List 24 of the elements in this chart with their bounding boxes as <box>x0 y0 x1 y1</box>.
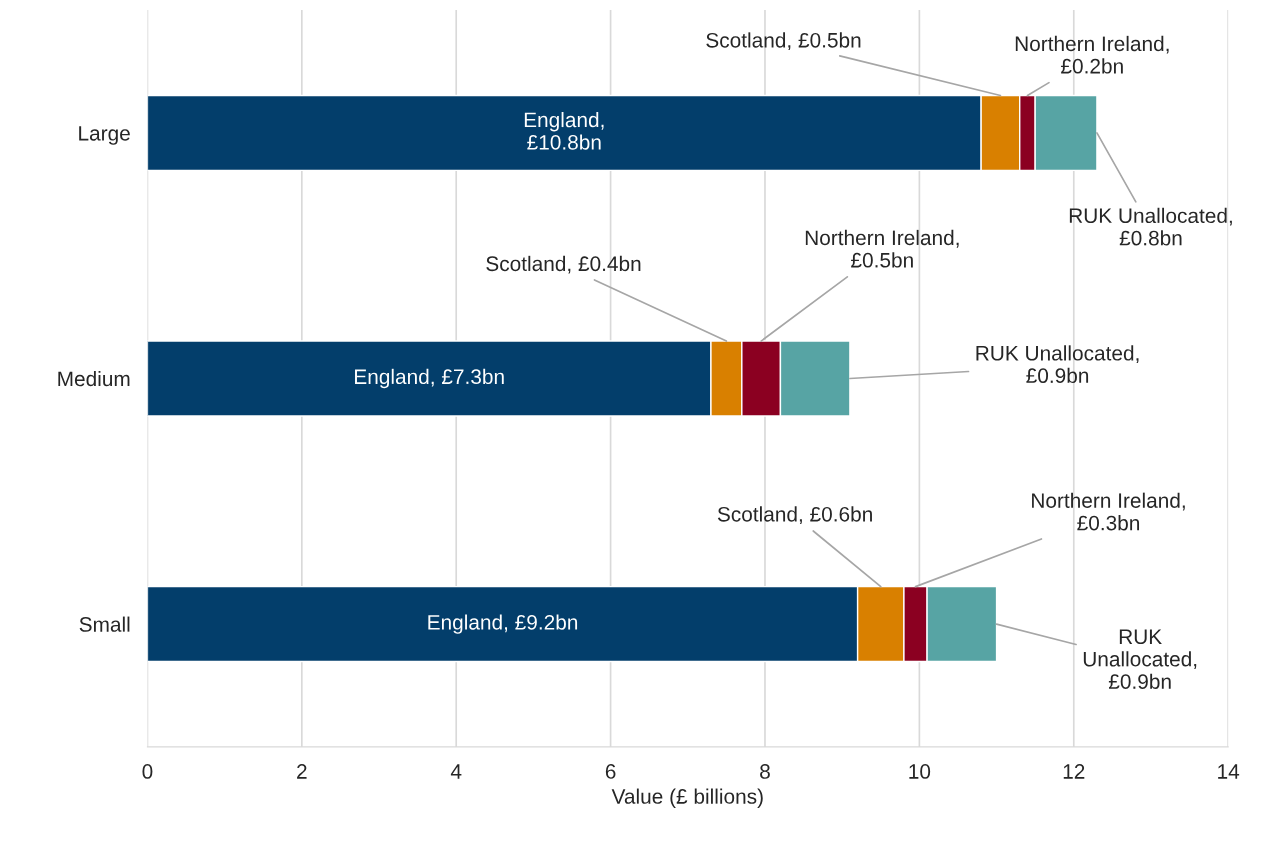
x-tick-label: 8 <box>760 764 770 779</box>
data-label: RUK Unallocated, £0.9bn <box>976 345 1139 384</box>
data-label: Scotland, £0.5bn <box>706 32 861 51</box>
x-tick-label: 2 <box>297 764 307 779</box>
x-tick-label: 14 <box>1218 764 1240 779</box>
data-label: England, £7.3bn <box>355 368 504 389</box>
data-label: England, £10.8bn <box>524 111 604 150</box>
data-label: Northern Ireland, £0.2bn <box>1015 35 1169 74</box>
data-label: Scotland, £0.4bn <box>486 255 641 274</box>
data-label: Northern Ireland, £0.3bn <box>1032 492 1185 531</box>
y-tick-label: Small <box>79 616 130 632</box>
data-label: RUK Unallocated, £0.8bn <box>1069 207 1232 246</box>
x-tick-label: 4 <box>450 764 462 779</box>
x-axis-title: Value (£ billions) <box>611 788 763 808</box>
x-tick-label: 0 <box>142 764 153 779</box>
data-label: RUK Unallocated, £0.9bn <box>1083 629 1197 689</box>
y-tick-label: Medium <box>58 370 130 387</box>
data-label: Scotland, £0.6bn <box>717 506 872 525</box>
x-tick-label: 12 <box>1063 764 1085 779</box>
data-label: Northern Ireland, £0.5bn <box>805 229 959 268</box>
y-tick-label: Large <box>79 126 130 145</box>
data-label: England, £9.2bn <box>428 614 578 634</box>
x-tick-label: 6 <box>605 764 616 779</box>
x-tick-label: 10 <box>909 764 931 779</box>
